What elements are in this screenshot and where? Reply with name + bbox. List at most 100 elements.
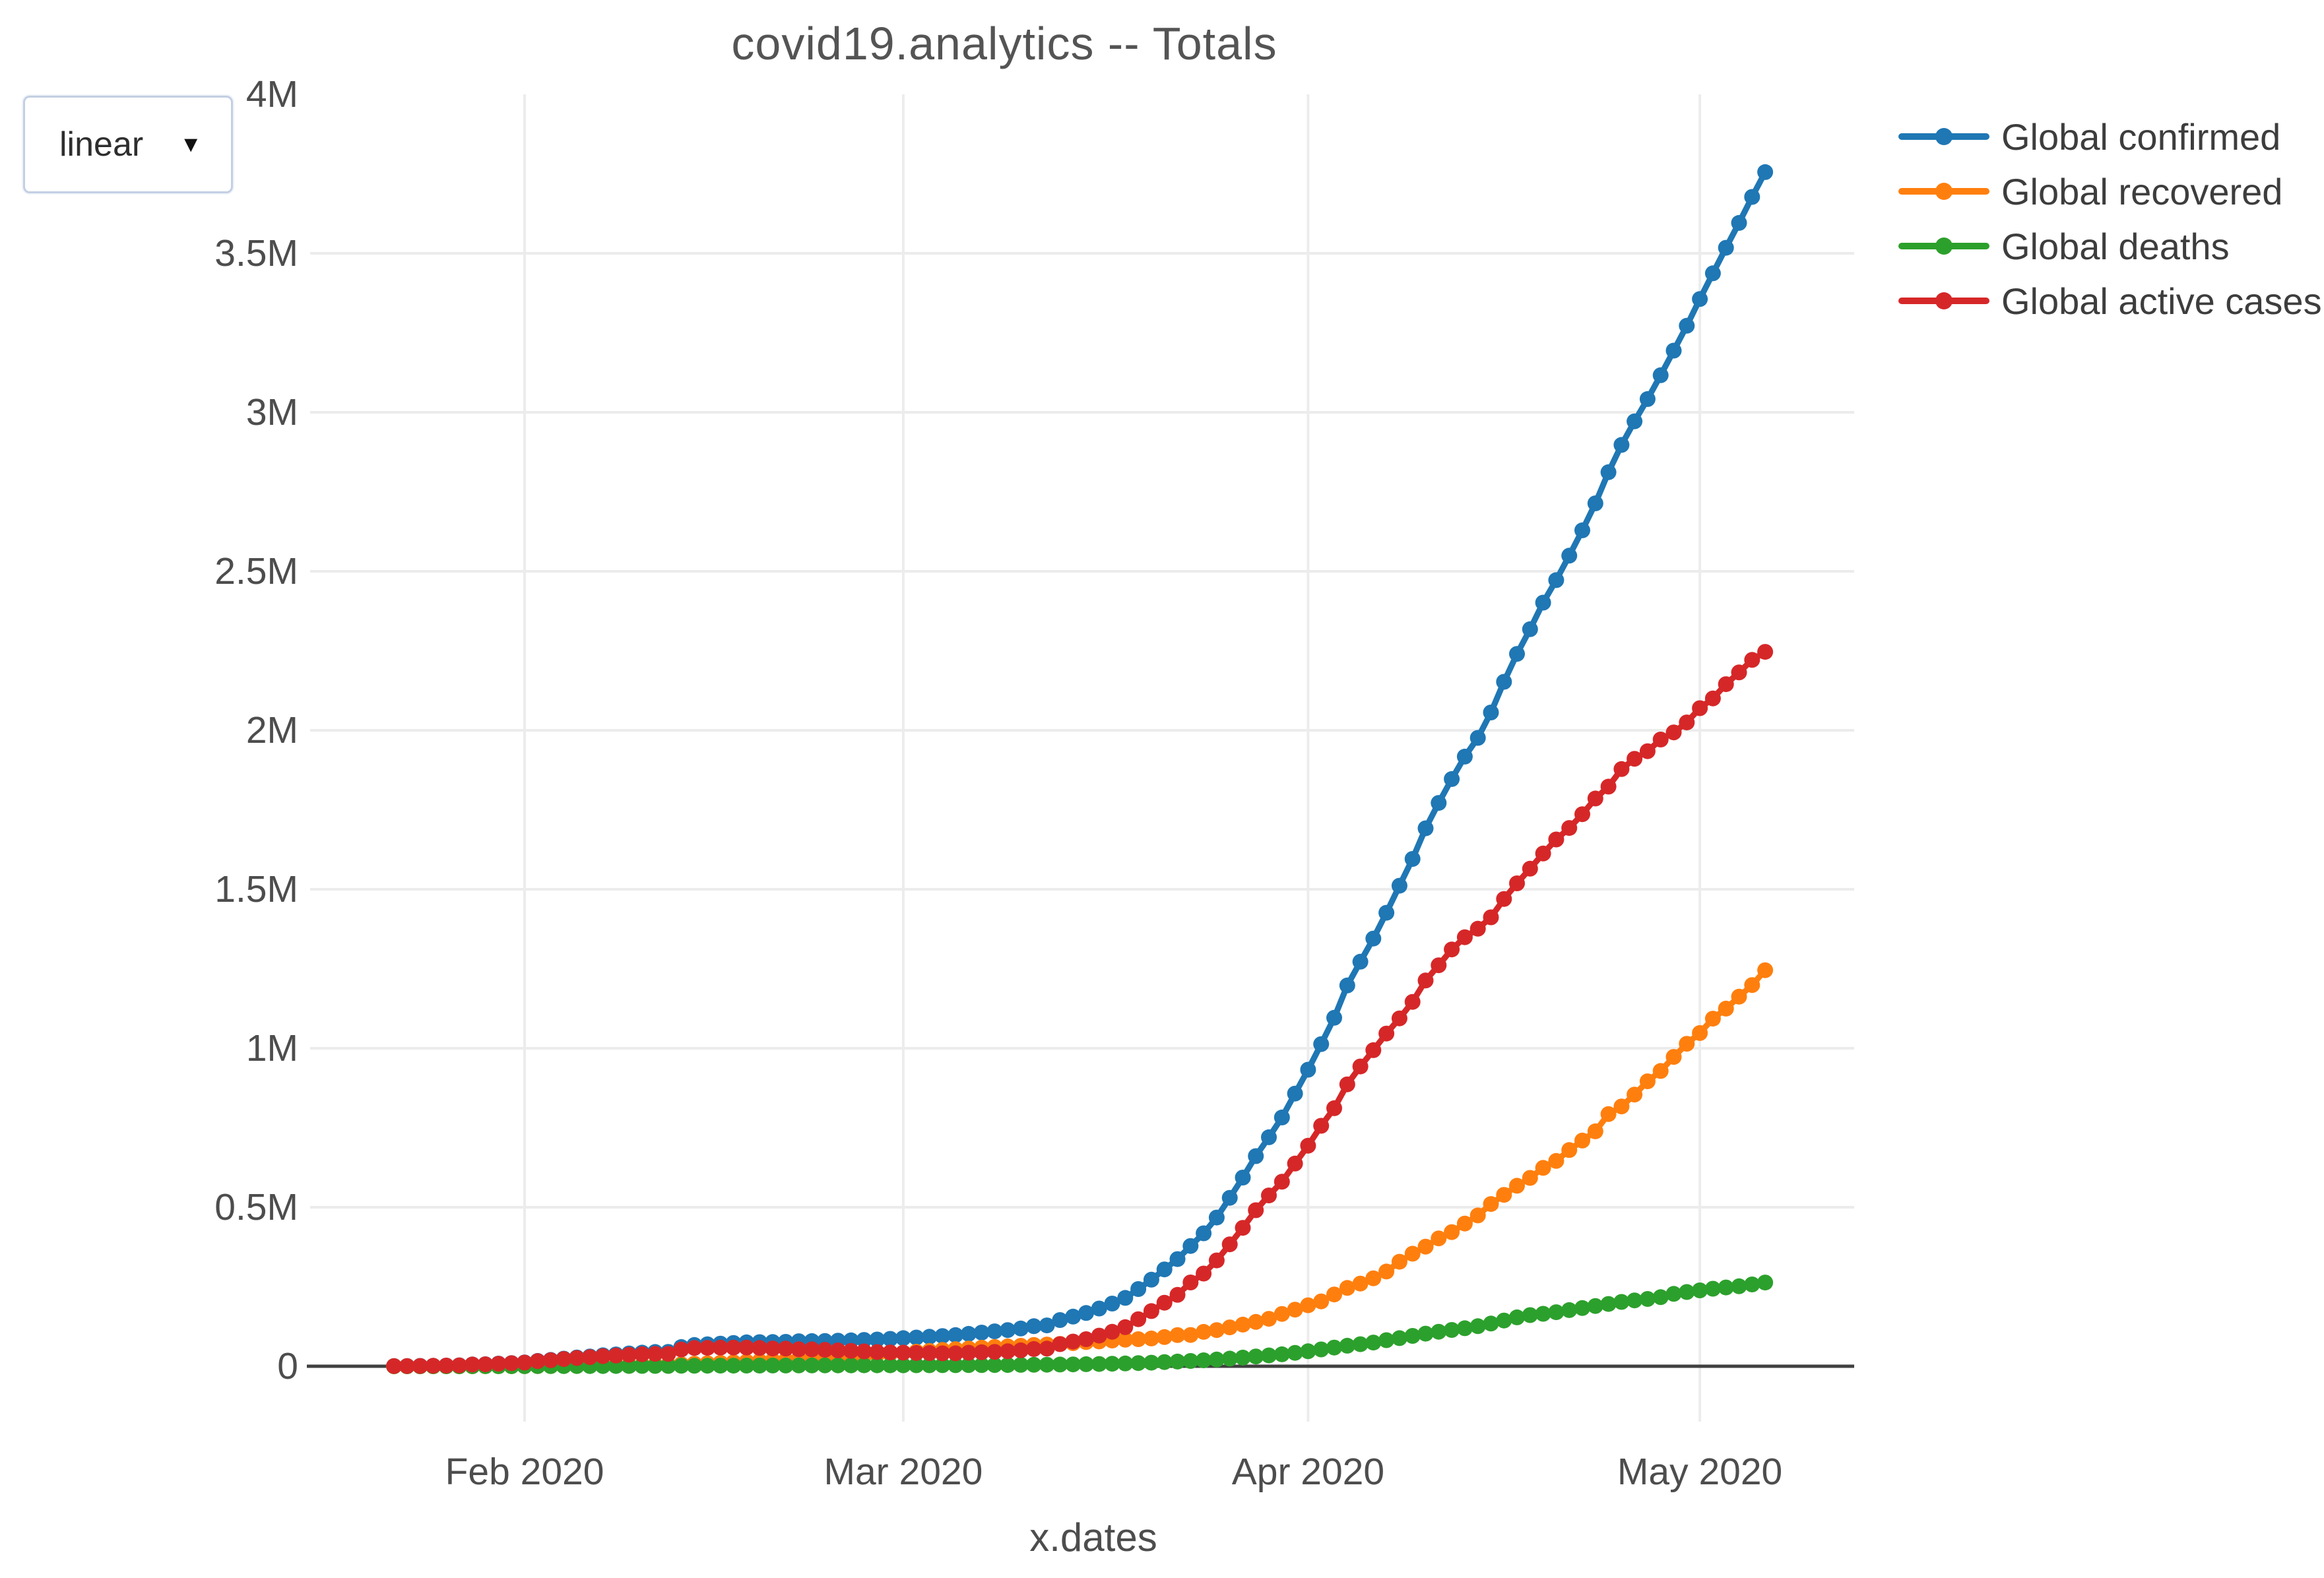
data-point bbox=[1378, 1332, 1395, 1348]
data-point bbox=[1483, 909, 1499, 926]
data-point bbox=[1208, 1351, 1225, 1368]
data-point bbox=[686, 1358, 703, 1374]
data-point bbox=[1522, 621, 1538, 637]
data-point bbox=[1274, 1346, 1290, 1362]
data-point bbox=[569, 1350, 585, 1366]
data-point bbox=[1156, 1354, 1173, 1370]
data-point bbox=[451, 1357, 467, 1373]
data-point bbox=[960, 1357, 977, 1373]
data-point bbox=[830, 1342, 846, 1358]
data-point bbox=[1665, 724, 1682, 741]
data-point bbox=[1052, 1336, 1068, 1352]
data-point bbox=[1261, 1347, 1277, 1364]
data-point bbox=[1404, 1328, 1421, 1344]
data-point bbox=[634, 1346, 651, 1362]
data-point bbox=[1326, 1100, 1342, 1116]
data-point bbox=[1600, 1106, 1617, 1122]
data-point bbox=[1600, 778, 1617, 795]
data-point bbox=[1182, 1238, 1199, 1254]
data-point bbox=[1731, 1278, 1747, 1294]
data-point bbox=[1025, 1341, 1042, 1357]
legend-item-global-recovered[interactable]: Global recovered bbox=[1898, 168, 2282, 215]
data-point bbox=[1613, 1294, 1630, 1310]
y-tick-label: 4M bbox=[245, 73, 298, 115]
data-point bbox=[1757, 164, 1774, 180]
series-line-1 bbox=[394, 170, 1768, 1370]
data-point bbox=[1078, 1331, 1094, 1347]
data-point bbox=[1652, 1289, 1669, 1306]
legend-marker-icon bbox=[1898, 113, 1989, 160]
data-point bbox=[1639, 743, 1656, 759]
data-point bbox=[1130, 1311, 1147, 1327]
data-point bbox=[1169, 1327, 1186, 1343]
data-point bbox=[1522, 1307, 1538, 1323]
legend-label: Global active cases bbox=[2001, 280, 2322, 322]
data-point bbox=[1627, 751, 1643, 767]
data-point bbox=[1613, 437, 1630, 453]
data-point bbox=[1000, 1322, 1016, 1339]
chevron-down-icon: ▼ bbox=[179, 131, 202, 157]
data-point bbox=[1104, 1323, 1120, 1340]
legend-item-global-confirmed[interactable]: Global confirmed bbox=[1898, 113, 2280, 160]
legend-item-global-deaths[interactable]: Global deaths bbox=[1898, 222, 2230, 270]
data-point bbox=[738, 1339, 755, 1356]
data-point bbox=[1718, 676, 1734, 693]
x-tick-label: Feb 2020 bbox=[445, 1451, 604, 1493]
scale-dropdown[interactable]: linear ▼ bbox=[23, 96, 233, 193]
data-point bbox=[1352, 1336, 1369, 1352]
data-point bbox=[1652, 367, 1669, 383]
data-point bbox=[1339, 1337, 1355, 1354]
data-point bbox=[1248, 1313, 1264, 1330]
data-point bbox=[1261, 1187, 1277, 1204]
data-point bbox=[1287, 1155, 1303, 1172]
data-point bbox=[1091, 1300, 1107, 1317]
data-point bbox=[791, 1341, 807, 1358]
scale-dropdown-value: linear bbox=[59, 125, 144, 164]
data-point bbox=[1456, 748, 1473, 765]
data-point bbox=[1483, 705, 1499, 720]
data-point bbox=[1208, 1252, 1225, 1269]
data-point bbox=[1509, 646, 1525, 662]
data-point bbox=[804, 1341, 820, 1358]
data-point bbox=[1679, 714, 1695, 731]
y-tick-label: 2M bbox=[245, 709, 298, 751]
data-point bbox=[1287, 1085, 1303, 1102]
data-point bbox=[1196, 1265, 1212, 1282]
data-point bbox=[1352, 953, 1369, 970]
data-point bbox=[1679, 1036, 1695, 1052]
y-tick-label: 1M bbox=[245, 1027, 298, 1069]
data-point bbox=[1078, 1356, 1094, 1372]
data-point bbox=[856, 1332, 872, 1348]
x-tick-label: Apr 2020 bbox=[1231, 1451, 1385, 1493]
data-point bbox=[882, 1344, 899, 1361]
data-point bbox=[1744, 977, 1760, 994]
data-point bbox=[986, 1323, 1003, 1340]
data-point bbox=[1013, 1356, 1029, 1373]
data-point bbox=[1627, 413, 1643, 429]
data-point bbox=[830, 1357, 846, 1373]
legend-item-global-active-cases[interactable]: Global active cases bbox=[1898, 277, 2322, 325]
data-point bbox=[673, 1341, 690, 1358]
legend-label: Global confirmed bbox=[2001, 115, 2281, 158]
data-point bbox=[1300, 1343, 1316, 1360]
data-point bbox=[1143, 1303, 1159, 1319]
data-point bbox=[1156, 1329, 1173, 1345]
data-point bbox=[1757, 962, 1774, 978]
data-point bbox=[960, 1325, 977, 1342]
data-point bbox=[1561, 548, 1578, 564]
data-point bbox=[804, 1357, 820, 1373]
data-point bbox=[1104, 1356, 1120, 1372]
data-point bbox=[1352, 1058, 1369, 1075]
data-point bbox=[1561, 820, 1578, 836]
x-tick-label: May 2020 bbox=[1617, 1451, 1783, 1493]
data-point bbox=[1365, 1042, 1382, 1058]
data-point bbox=[843, 1342, 859, 1359]
data-point bbox=[921, 1357, 938, 1373]
data-point bbox=[1156, 1261, 1173, 1278]
data-point bbox=[1261, 1129, 1277, 1145]
data-point bbox=[1469, 1318, 1486, 1335]
data-point bbox=[1117, 1355, 1134, 1372]
data-point bbox=[1391, 1253, 1407, 1270]
data-point bbox=[1143, 1354, 1159, 1371]
